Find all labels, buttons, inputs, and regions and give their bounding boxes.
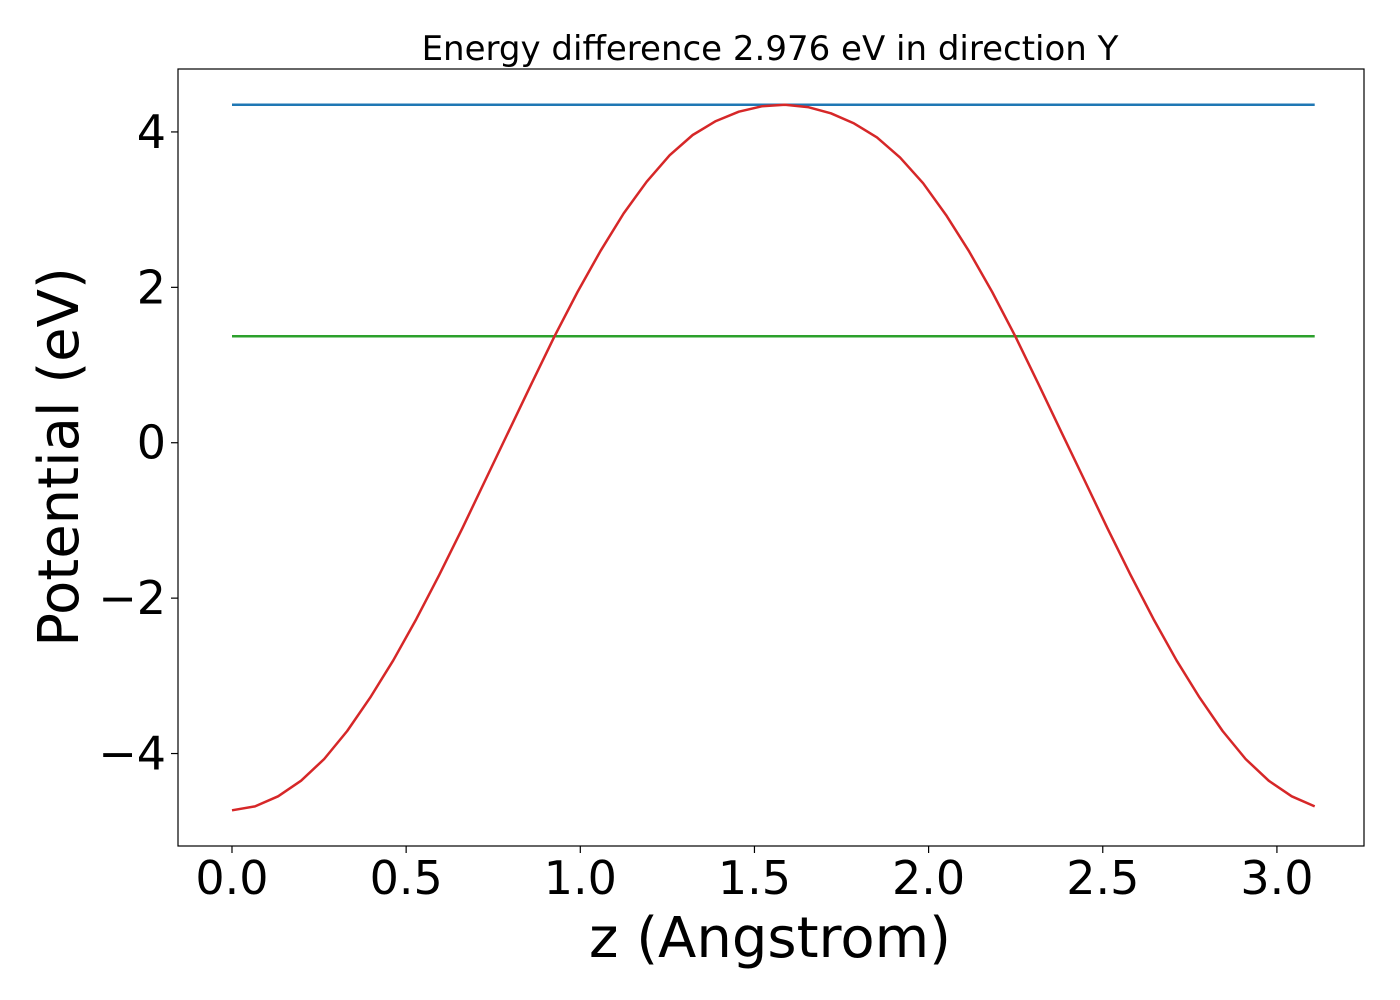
y-tick-label: −2 (98, 571, 166, 625)
x-axis-title: z (Angstrom) (589, 906, 951, 971)
plot-area (231, 103, 1316, 812)
y-tick-label: 4 (137, 105, 166, 159)
axes-frame (177, 68, 1365, 847)
x-tick-label: 2.5 (1066, 851, 1139, 905)
y-axis-title: Potential (eV) (27, 267, 92, 647)
x-tick-label: 2.0 (892, 851, 965, 905)
y-tick-label: 0 (137, 416, 166, 470)
y-tick-label: −4 (98, 727, 166, 781)
axes: 0.0 0.5 1.0 1.5 2.0 2.5 3.0 −4 −2 0 2 4 (98, 68, 1365, 905)
x-tick-label: 1.0 (544, 851, 617, 905)
x-tick-label: 3.0 (1240, 851, 1313, 905)
x-tick-label: 0.5 (370, 851, 443, 905)
series-line-0 (231, 103, 1316, 812)
chart-title: Energy difference 2.976 eV in direction … (422, 29, 1119, 69)
x-tick-label: 0.0 (195, 851, 268, 905)
y-tick-label: 2 (137, 260, 166, 314)
x-tick-label: 1.5 (718, 851, 791, 905)
